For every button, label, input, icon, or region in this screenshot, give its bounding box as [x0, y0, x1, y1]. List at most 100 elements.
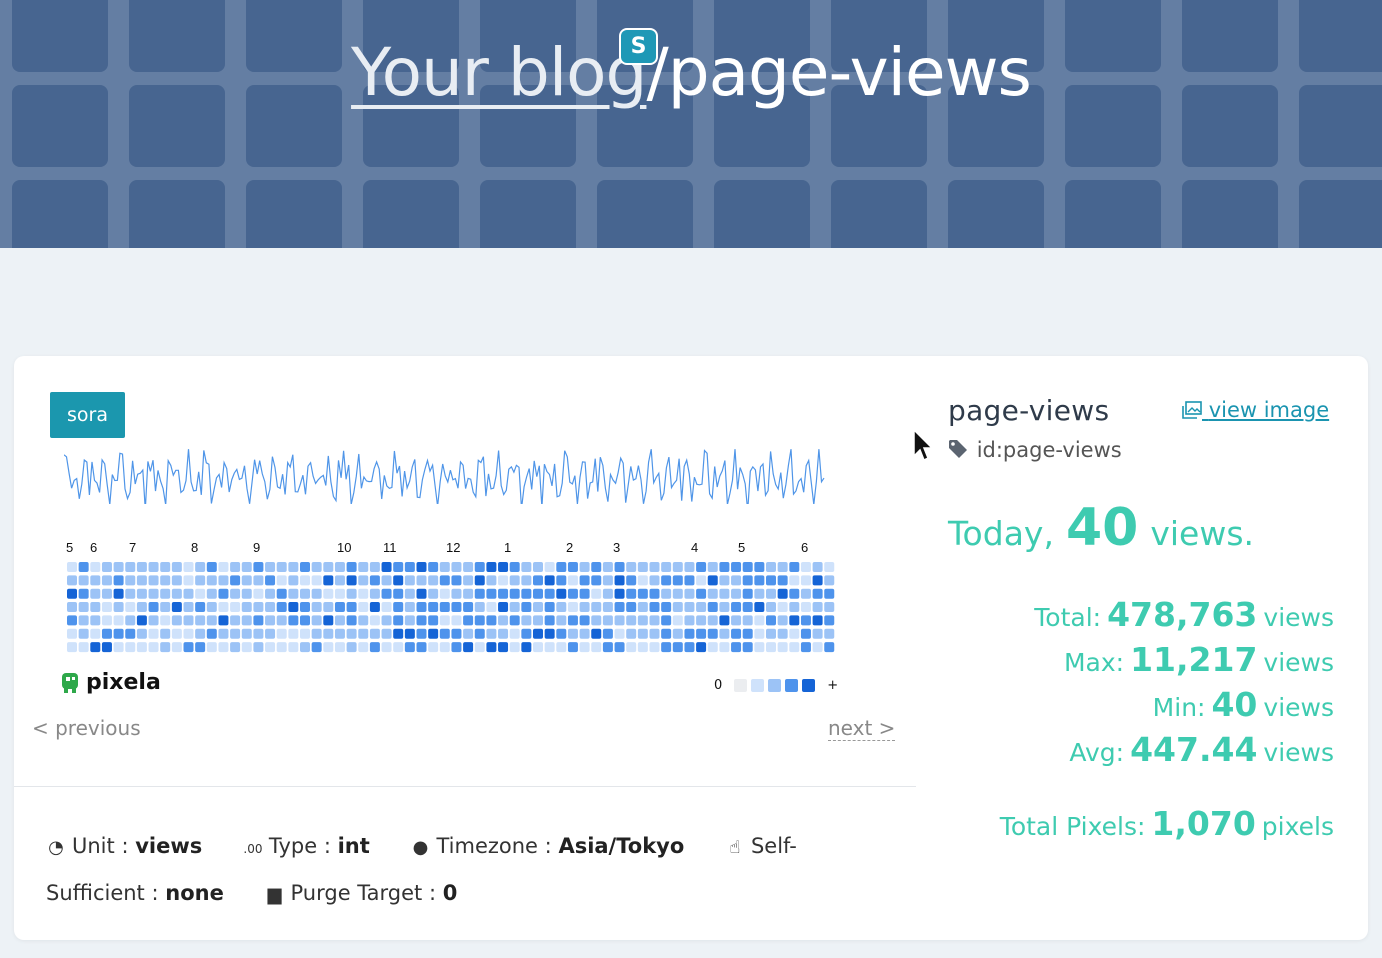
purge-value: 0 [442, 881, 458, 905]
heatmap-cell [90, 615, 101, 626]
heatmap-cell [463, 562, 474, 572]
heatmap-cell [439, 642, 450, 653]
background-tile [1065, 0, 1161, 72]
tile-background [12, 0, 1382, 248]
heatmap-cell [649, 642, 660, 653]
heatmap-cell [358, 628, 369, 639]
heatmap-chart: 5 6 7 8 9 10 11 12 1 2 3 4 5 6 [66, 540, 835, 653]
background-tile [714, 0, 810, 72]
heatmap-cell [323, 615, 334, 626]
pixels-label: Total Pixels: [999, 812, 1146, 841]
meta-type: .00 Type : int [243, 834, 369, 858]
heatmap-cell [614, 562, 625, 572]
heatmap-cell [684, 642, 695, 653]
heatmap-cell [136, 628, 147, 639]
heatmap-cell [404, 642, 415, 653]
background-tile [597, 180, 693, 248]
heatmap-cell [509, 562, 520, 572]
heatmap-cell [265, 575, 276, 586]
blog-link[interactable]: Your blog [351, 34, 647, 111]
view-image-link[interactable]: view image [1182, 398, 1329, 422]
heatmap-cell [125, 642, 136, 653]
heatmap-cell [381, 588, 392, 599]
heatmap-cell [195, 588, 206, 599]
heatmap-cell [346, 642, 357, 653]
month-label: 2 [566, 540, 573, 555]
heatmap-cell [626, 628, 637, 639]
pixels-value: 1,070 [1151, 804, 1256, 843]
background-tile [948, 180, 1044, 248]
heatmap-cell [148, 628, 159, 639]
heatmap-cell [766, 602, 776, 613]
heatmap-cell [113, 602, 124, 613]
heatmap-cell [136, 562, 147, 572]
user-tag[interactable]: sora [50, 392, 125, 438]
heatmap-cell [160, 562, 171, 572]
heatmap-cell [393, 562, 404, 572]
heatmap-cell [451, 575, 462, 586]
heatmap-cell [649, 575, 660, 586]
month-label: 6 [90, 540, 97, 555]
heatmap-cell [90, 602, 101, 613]
total-value: 478,763 [1107, 595, 1258, 634]
heatmap-cell [812, 575, 823, 586]
heatmap-cell [637, 562, 648, 572]
mouse-cursor-icon [913, 428, 934, 462]
view-image-label: view image [1208, 398, 1330, 422]
heatmap-cell [136, 615, 147, 626]
month-label: 9 [253, 540, 260, 555]
heatmap-cell [567, 562, 578, 572]
heatmap-cell [311, 562, 322, 572]
heatmap-cell [101, 642, 112, 653]
heatmap-cell [67, 642, 77, 653]
heatmap-cell [579, 602, 590, 613]
heatmap-cell [67, 588, 77, 599]
gauge-icon: ◔ [48, 837, 64, 858]
heatmap-cell [171, 602, 182, 613]
heatmap-cell [556, 602, 567, 613]
heatmap-cell [789, 628, 800, 639]
heatmap-cell [404, 562, 415, 572]
self-sufficient-value: none [165, 881, 224, 905]
heatmap-cell [241, 628, 252, 639]
background-tile [1182, 0, 1278, 72]
min-unit: views [1263, 693, 1334, 722]
stat-min: Min: 40 views [948, 684, 1334, 729]
heatmap-cell [428, 628, 439, 639]
heatmap-cell [463, 588, 474, 599]
heatmap-cell [346, 615, 357, 626]
background-tile [831, 0, 927, 72]
heatmap-cell [649, 588, 660, 599]
heatmap-cell [183, 588, 194, 599]
heatmap-cell [90, 588, 101, 599]
heatmap-cell [451, 602, 462, 613]
meta-unit: ◔ Unit : views [46, 834, 202, 858]
heatmap-cell [661, 642, 672, 653]
heatmap-cell [474, 602, 485, 613]
heatmap-cell [101, 615, 112, 626]
heatmap-cell [428, 602, 439, 613]
heatmap-cell [474, 588, 485, 599]
avg-unit: views [1263, 738, 1334, 767]
heatmap-cell [731, 575, 742, 586]
trash-icon: ▆ [267, 884, 282, 905]
timezone-value: Asia/Tokyo [558, 834, 685, 858]
background-tile [480, 0, 576, 72]
heatmap-cell [684, 575, 695, 586]
background-tile [129, 180, 225, 248]
heatmap-cell [265, 628, 276, 639]
pixela-brand[interactable]: pixela [58, 670, 161, 695]
heatmap-cell [136, 575, 147, 586]
heatmap-cell [125, 575, 136, 586]
heatmap-cell [544, 575, 555, 586]
heatmap-cell [218, 588, 229, 599]
heatmap-cell [323, 642, 334, 653]
heatmap-cell [265, 588, 276, 599]
month-label: 11 [383, 540, 397, 555]
heatmap-cell [381, 615, 392, 626]
heatmap-cell [393, 615, 404, 626]
previous-link[interactable]: < previous [32, 716, 141, 740]
heatmap-cell [136, 588, 147, 599]
heatmap-cell [789, 562, 800, 572]
next-link[interactable]: next > [828, 716, 896, 741]
